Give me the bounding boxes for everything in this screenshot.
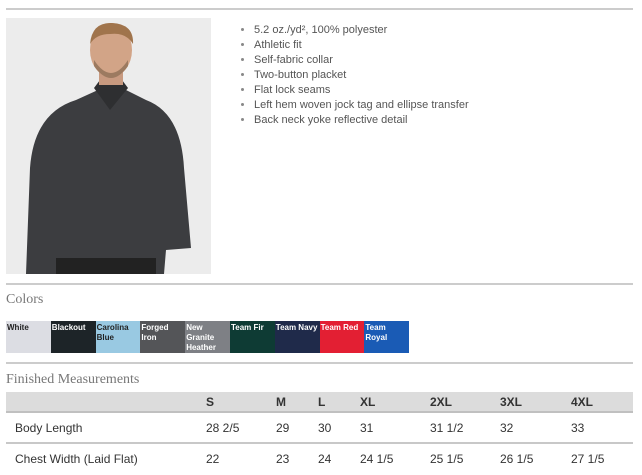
measurement-value: 31: [360, 412, 430, 444]
size-header: XL: [360, 392, 430, 413]
product-image: [6, 18, 211, 274]
feature-text: Left hem woven jock tag and ellipse tran…: [254, 99, 469, 111]
feature-text: Flat lock seams: [254, 84, 331, 96]
table-row: Chest Width (Laid Flat) 22 23 24 24 1/5 25 1/…: [6, 443, 633, 473]
feature-text: Two-button placket: [254, 69, 347, 81]
measurement-label: Chest Width (Laid Flat): [15, 451, 138, 466]
header-blank: [6, 392, 206, 413]
feature-item: Left hem woven jock tag and ellipse tran…: [254, 98, 469, 113]
feature-item: Self-fabric collar: [254, 53, 469, 68]
feature-text: Self-fabric collar: [254, 54, 333, 66]
top-divider: [6, 8, 633, 10]
measurement-value: 28 2/5: [206, 412, 276, 444]
measurement-value: 25 1/5: [430, 451, 464, 466]
measurement-value: 31 1/2: [430, 412, 500, 444]
measurement-value: 26 1/5: [500, 451, 534, 466]
size-header: 2XL: [430, 392, 500, 413]
feature-list: 5.2 oz./yd², 100% polyester Athletic fit S…: [240, 23, 469, 128]
divider: [6, 283, 633, 285]
feature-item: Flat lock seams: [254, 83, 469, 98]
feature-text: Back neck yoke reflective detail: [254, 114, 408, 126]
measurement-label: Body Length: [6, 412, 206, 444]
color-swatch[interactable]: Team Red: [319, 321, 365, 353]
feature-item: Back neck yoke reflective detail: [254, 113, 469, 128]
size-header: S: [206, 392, 276, 413]
measurement-value: 27 1/5: [571, 451, 605, 466]
size-header: M: [276, 392, 318, 413]
feature-item: 5.2 oz./yd², 100% polyester: [254, 23, 469, 38]
measurement-value: 29: [276, 412, 318, 444]
measurements-table: S M L XL 2XL 3XL 4XL Body Length 28 2/5 29 30 31 31 …: [6, 392, 633, 473]
feature-text: 5.2 oz./yd², 100% polyester: [254, 24, 388, 36]
color-swatch[interactable]: Forged Iron: [140, 321, 186, 353]
color-swatch[interactable]: Carolina Blue: [95, 321, 141, 353]
measurement-value: 33: [571, 412, 633, 444]
color-swatch[interactable]: Team Fir: [229, 321, 275, 353]
color-swatch[interactable]: Team Navy: [274, 321, 320, 353]
measurement-value: 22: [206, 451, 220, 466]
measurement-value: 23: [276, 451, 290, 466]
color-swatch[interactable]: New Granite Heather: [185, 321, 230, 353]
color-swatches: White Blackout Carolina Blue Forged Iron New…: [6, 321, 410, 353]
measurement-value: 32: [500, 412, 571, 444]
feature-item: Two-button placket: [254, 68, 469, 83]
feature-item: Athletic fit: [254, 38, 469, 53]
divider: [6, 362, 633, 364]
measurements-heading: Finished Measurements: [6, 372, 140, 387]
table-row: Body Length 28 2/5 29 30 31 31 1/2 32 33: [6, 412, 633, 444]
feature-text: Athletic fit: [254, 39, 302, 51]
size-header: L: [318, 392, 360, 413]
color-swatch[interactable]: Team Royal: [364, 321, 410, 353]
colors-heading: Colors: [6, 292, 44, 307]
color-swatch[interactable]: White: [6, 321, 51, 353]
color-swatch[interactable]: Blackout: [50, 321, 96, 353]
measurement-value: 24: [318, 451, 332, 466]
size-header: 3XL: [500, 392, 571, 413]
size-header: 4XL: [571, 392, 633, 413]
measurement-value: 24 1/5: [360, 451, 394, 466]
measurement-value: 30: [318, 412, 360, 444]
